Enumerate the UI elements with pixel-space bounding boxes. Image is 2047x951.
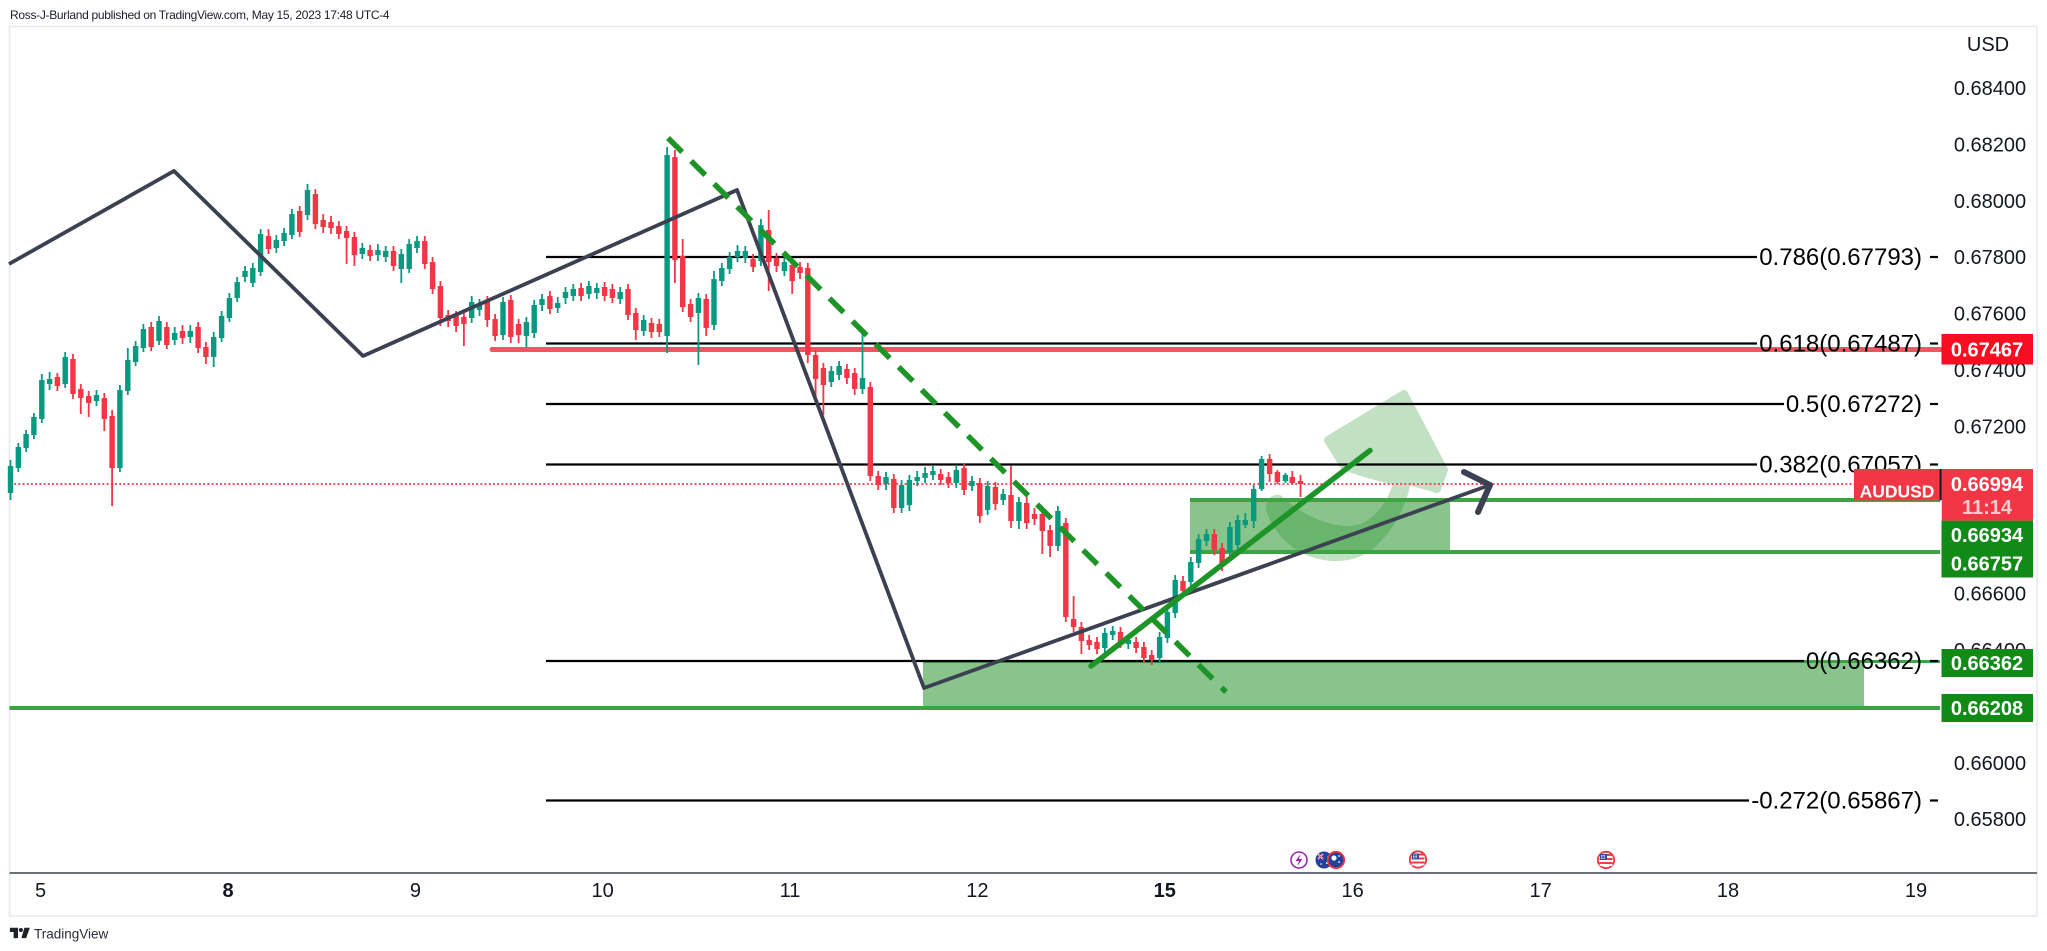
svg-text:11:14: 11:14 xyxy=(1962,497,2013,519)
svg-text:9: 9 xyxy=(410,880,421,902)
svg-text:0.67400: 0.67400 xyxy=(1954,360,2026,382)
svg-text:USD: USD xyxy=(1967,34,2009,56)
svg-text:0.67467: 0.67467 xyxy=(1951,339,2023,361)
svg-text:0.67600: 0.67600 xyxy=(1954,304,2026,326)
svg-text:0.67200: 0.67200 xyxy=(1954,416,2026,438)
svg-text:5: 5 xyxy=(35,880,46,902)
svg-text:11: 11 xyxy=(780,880,801,902)
svg-text:15: 15 xyxy=(1154,880,1176,902)
svg-text:0.66600: 0.66600 xyxy=(1954,584,2026,606)
svg-text:Ross-J-Burland published on Tr: Ross-J-Burland published on TradingView.… xyxy=(10,8,390,22)
svg-text:0.66000: 0.66000 xyxy=(1954,753,2026,775)
svg-text:0.786(0.67793): 0.786(0.67793) xyxy=(1759,244,1922,271)
svg-text:0.66934: 0.66934 xyxy=(1951,525,2024,547)
svg-text:0.66208: 0.66208 xyxy=(1951,698,2023,720)
svg-text:0.618(0.67487): 0.618(0.67487) xyxy=(1759,331,1922,358)
svg-text:17: 17 xyxy=(1529,880,1551,902)
svg-text:-0.272(0.65867): -0.272(0.65867) xyxy=(1751,788,1922,815)
svg-text:0.68000: 0.68000 xyxy=(1954,191,2026,213)
svg-text:0(0.66362): 0(0.66362) xyxy=(1806,648,1922,675)
svg-text:0.68400: 0.68400 xyxy=(1954,78,2026,100)
svg-text:AUDUSD: AUDUSD xyxy=(1860,482,1935,502)
svg-text:0.5(0.67272): 0.5(0.67272) xyxy=(1786,391,1922,418)
svg-text:TradingView: TradingView xyxy=(34,927,109,942)
svg-text:18: 18 xyxy=(1717,880,1739,902)
svg-text:19: 19 xyxy=(1905,880,1927,902)
svg-text:10: 10 xyxy=(591,880,613,902)
svg-text:0.65800: 0.65800 xyxy=(1954,809,2026,831)
svg-text:0.66994: 0.66994 xyxy=(1951,474,2024,496)
svg-text:0.68200: 0.68200 xyxy=(1954,134,2026,156)
svg-text:12: 12 xyxy=(966,880,988,902)
svg-text:8: 8 xyxy=(222,880,233,902)
svg-text:0.66362: 0.66362 xyxy=(1951,653,2023,675)
svg-text:0.66757: 0.66757 xyxy=(1951,554,2023,576)
svg-text:0.67800: 0.67800 xyxy=(1954,247,2026,269)
svg-text:16: 16 xyxy=(1341,880,1363,902)
